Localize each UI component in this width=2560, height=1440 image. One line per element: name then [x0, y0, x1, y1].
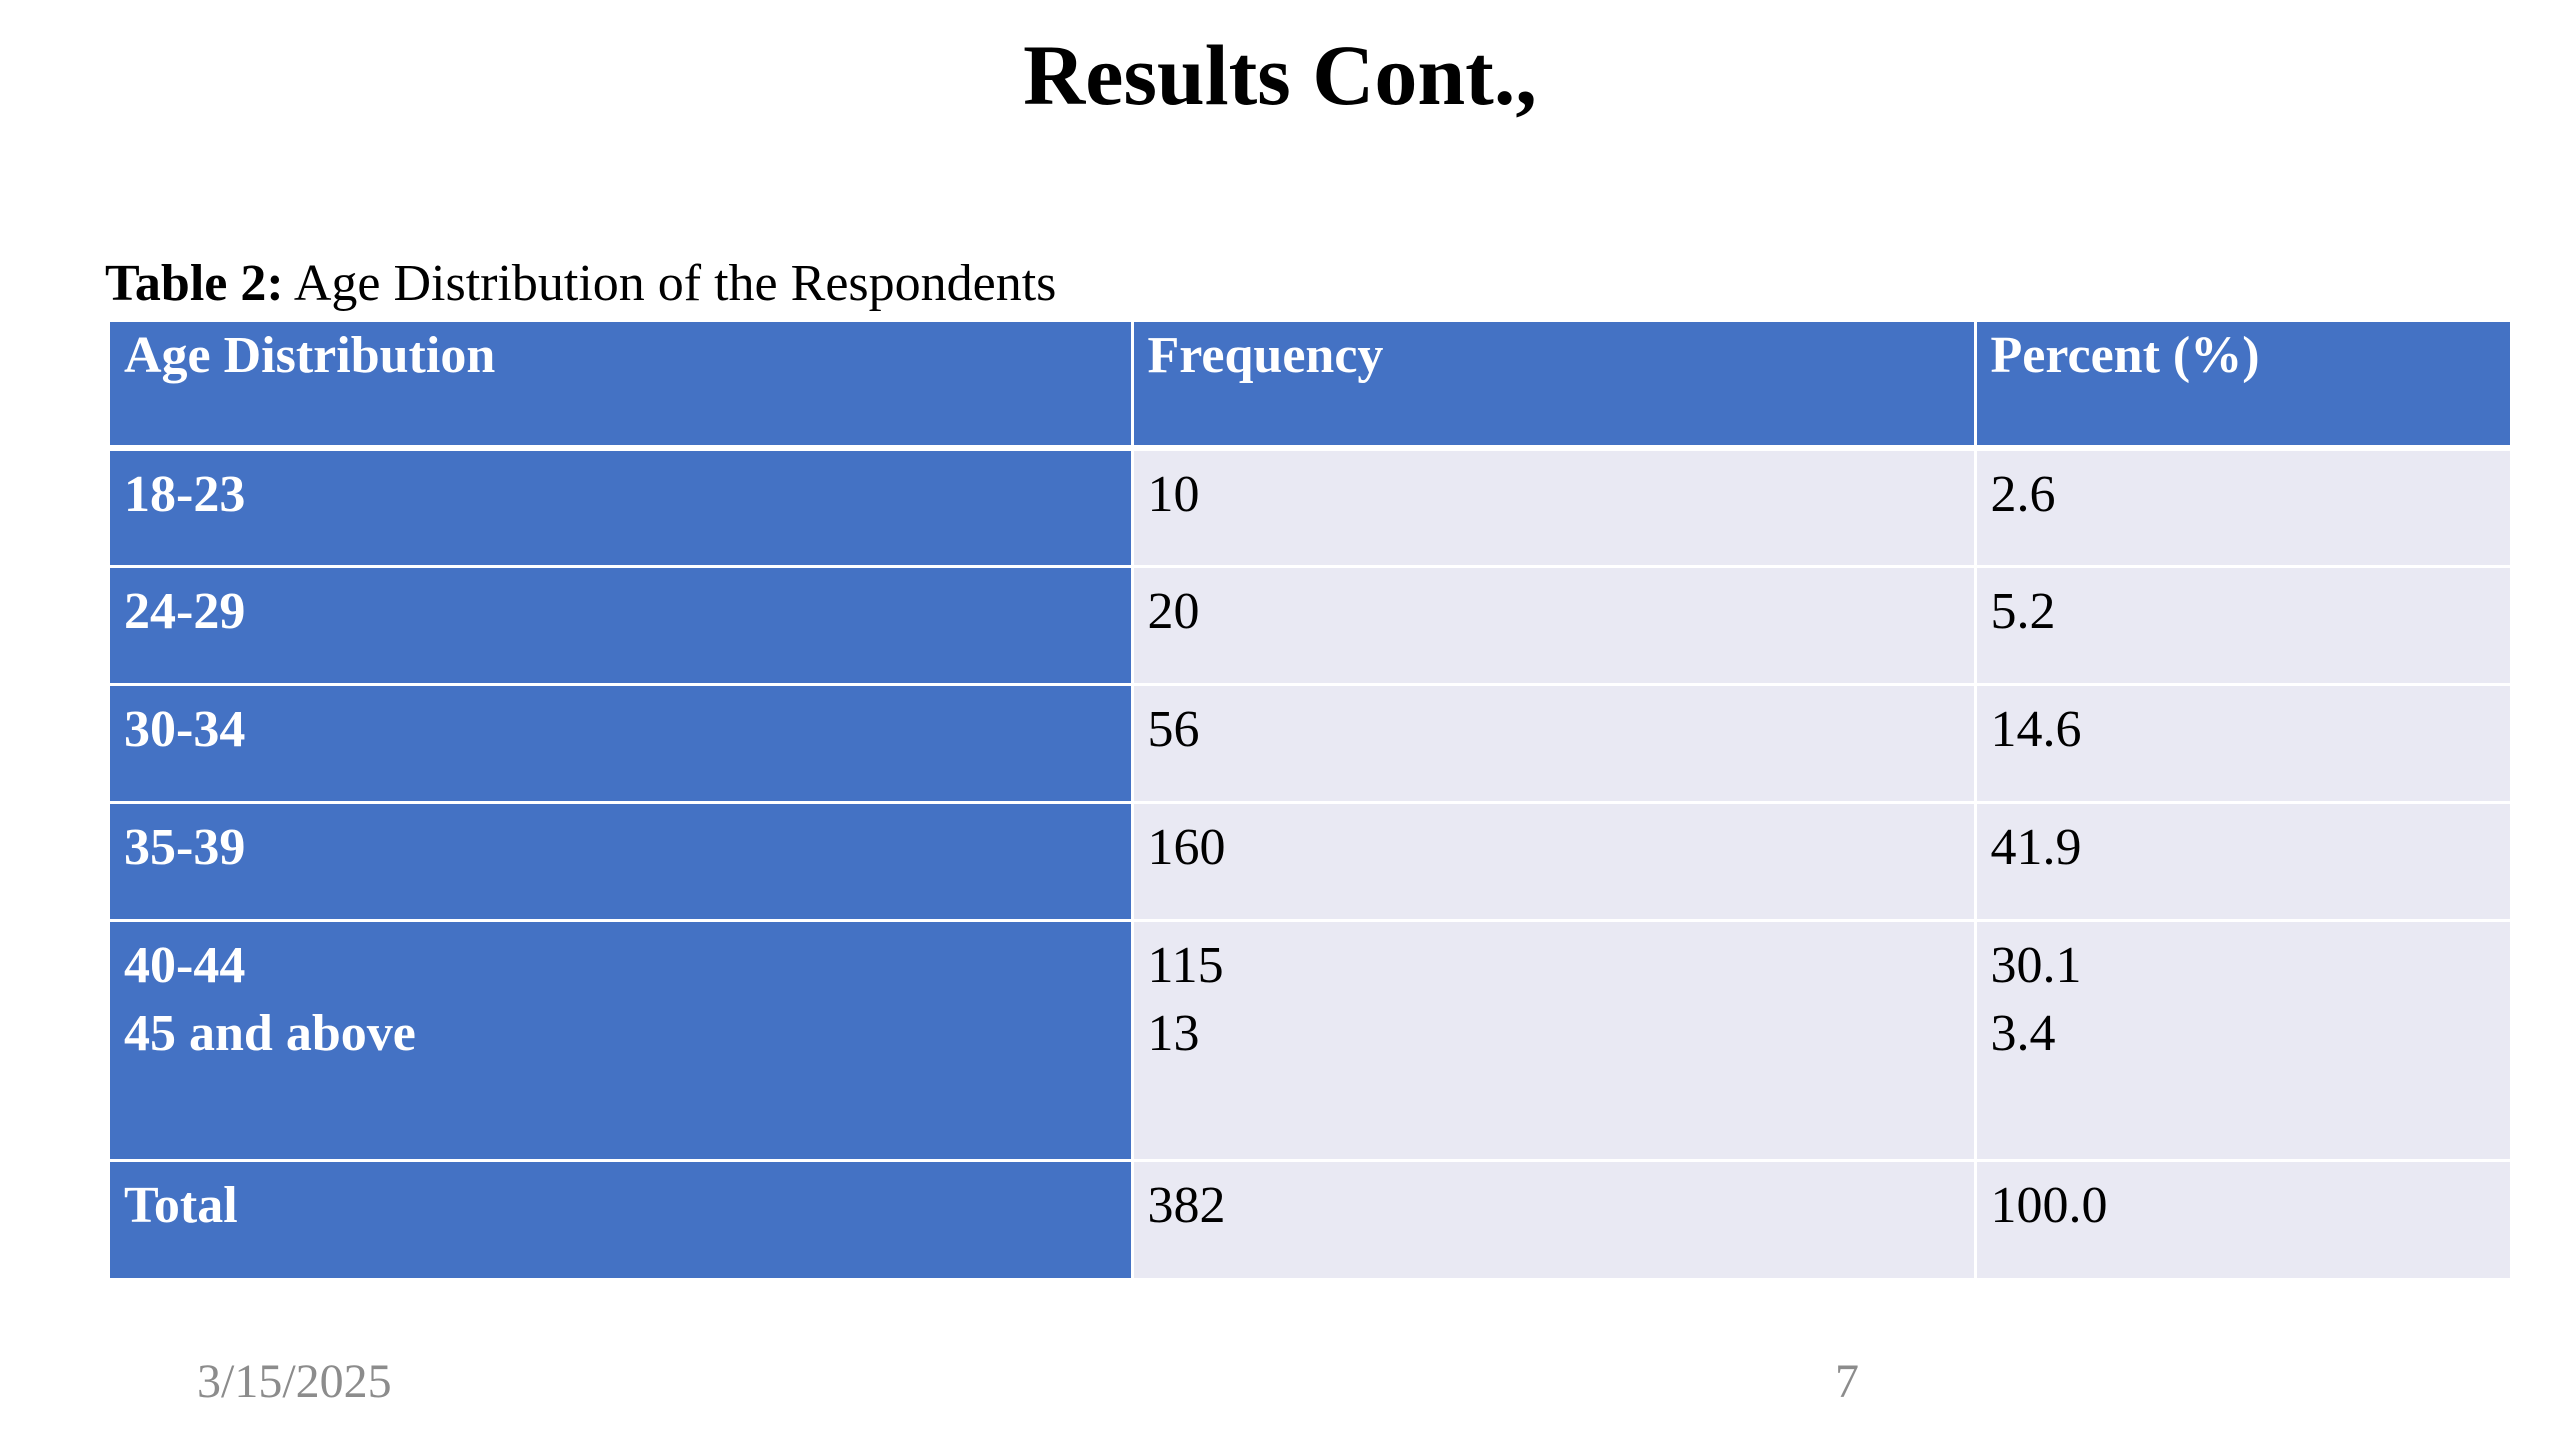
percent-cell: 30.1 3.4: [1975, 920, 2510, 1162]
age-cell: 40-44 45 and above: [110, 920, 1134, 1162]
age-line: 40-44: [124, 936, 246, 994]
table-row: 18-23 10 2.6: [110, 448, 2510, 568]
footer-date: 3/15/2025: [197, 1355, 392, 1408]
frequency-cell: 10: [1132, 448, 1977, 568]
total-percent-cell: 100.0: [1975, 1160, 2510, 1278]
header-age-distribution: Age Distribution: [110, 322, 1134, 451]
age-line: 45 and above: [124, 1004, 416, 1062]
age-cell: 18-23: [110, 448, 1134, 568]
table-caption-text: Age Distribution of the Respondents: [283, 255, 1057, 312]
percent-cell: 41.9: [1975, 802, 2510, 922]
table-row: 35-39 160 41.9: [110, 802, 2510, 922]
footer-page-number: 7: [1835, 1355, 1859, 1408]
table-caption-label: Table 2:: [105, 255, 284, 312]
table-row: 30-34 56 14.6: [110, 684, 2510, 804]
table-caption: Table 2: Age Distribution of the Respond…: [105, 252, 1056, 316]
table-header-row: Age Distribution Frequency Percent (%): [110, 322, 2510, 451]
age-cell: 35-39: [110, 802, 1134, 922]
total-label-cell: Total: [110, 1160, 1134, 1278]
slide-title: Results Cont.,: [1023, 27, 1537, 123]
percent-line: 30.1: [1990, 936, 2082, 994]
percent-cell: 5.2: [1975, 566, 2510, 686]
age-distribution-table: Age Distribution Frequency Percent (%) 1…: [110, 322, 2510, 1278]
age-cell: 30-34: [110, 684, 1134, 804]
percent-line: 3.4: [1990, 1004, 2056, 1062]
total-frequency-cell: 382: [1132, 1160, 1977, 1278]
percent-cell: 14.6: [1975, 684, 2510, 804]
frequency-cell: 115 13: [1132, 920, 1977, 1162]
frequency-cell: 56: [1132, 684, 1977, 804]
age-cell: 24-29: [110, 566, 1134, 686]
header-frequency: Frequency: [1132, 322, 1977, 451]
header-percent: Percent (%): [1975, 322, 2510, 451]
frequency-line: 115: [1147, 936, 1224, 994]
table-row: 40-44 45 and above 115 13 30.1 3.4: [110, 920, 2510, 1162]
table-row: 24-29 20 5.2: [110, 566, 2510, 686]
frequency-cell: 20: [1132, 566, 1977, 686]
frequency-line: 13: [1147, 1004, 1200, 1062]
percent-cell: 2.6: [1975, 448, 2510, 568]
frequency-cell: 160: [1132, 802, 1977, 922]
table-total-row: Total 382 100.0: [110, 1160, 2510, 1278]
